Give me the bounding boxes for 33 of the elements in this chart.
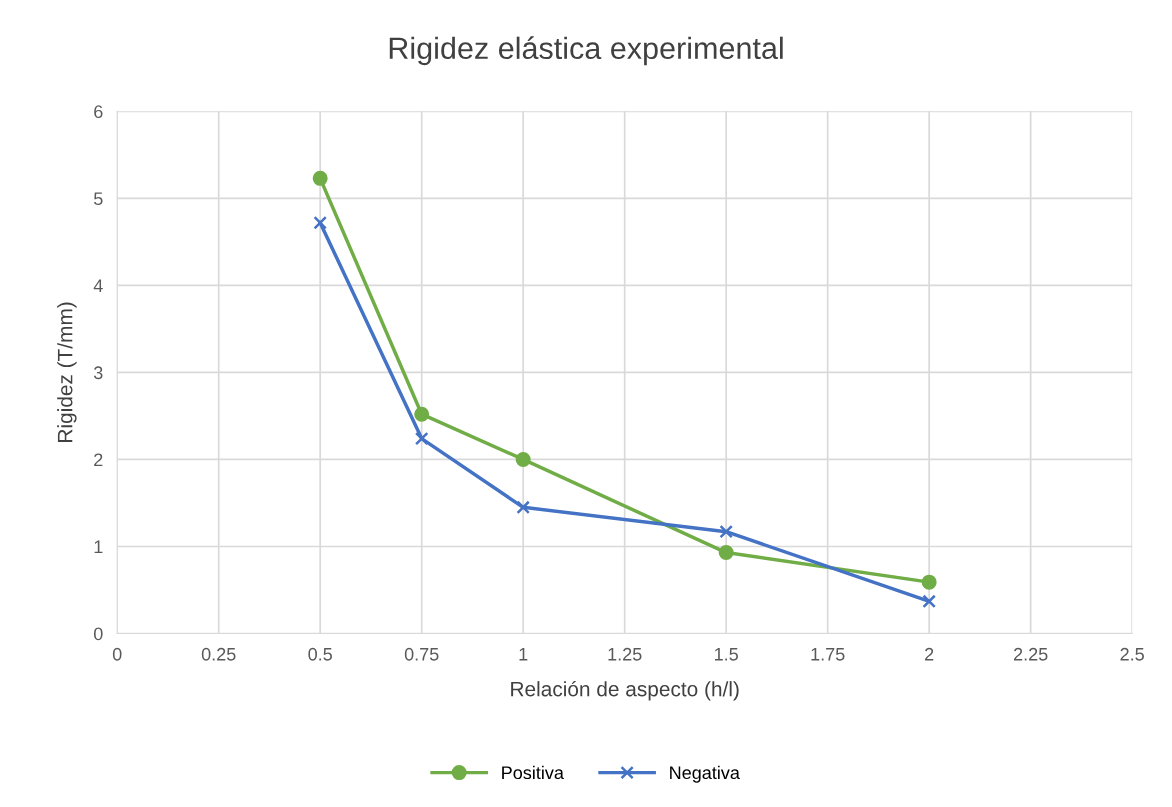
x-tick-label: 2: [925, 647, 934, 661]
legend-label: Positiva: [502, 765, 564, 780]
y-tick-label: 0: [93, 627, 103, 641]
x-tick-label: 1: [519, 648, 528, 661]
y-tick-label: 1: [94, 540, 103, 554]
y-tick-label: 4: [93, 279, 103, 292]
y-tick-label: 6: [94, 105, 103, 119]
point: [516, 500, 530, 515]
y-tick-label: 2: [94, 453, 103, 466]
x-tick-label: 2.5: [1120, 647, 1144, 661]
y-axis-title: Rigidez (T/mm): [57, 302, 77, 442]
point: [414, 406, 430, 422]
chart-title: Rigidez elástica experimental: [389, 36, 783, 66]
point: [313, 215, 327, 230]
x-tick-label: 1.25: [608, 647, 642, 661]
point: [921, 574, 937, 590]
x-tick-label: 0: [112, 647, 122, 661]
point: [312, 170, 328, 186]
point: [719, 524, 733, 539]
legend-label: Negativa: [670, 765, 740, 783]
x-tick-label: 1.75: [811, 648, 845, 661]
x-tick-label: 0.25: [201, 647, 236, 661]
x-tick-label: 2.25: [1014, 647, 1048, 661]
point: [718, 545, 734, 561]
x-tick-label: 0.75: [404, 647, 439, 661]
x-axis-title: Relación de aspecto (h/l): [511, 680, 739, 701]
point: [414, 431, 429, 446]
point: [922, 594, 936, 609]
y-tick-label: 3: [93, 366, 103, 380]
x-tick-label: 0.5: [308, 647, 332, 661]
point: [515, 451, 531, 467]
x-tick-label: 1.5: [715, 648, 738, 661]
y-tick-label: 5: [93, 192, 103, 206]
